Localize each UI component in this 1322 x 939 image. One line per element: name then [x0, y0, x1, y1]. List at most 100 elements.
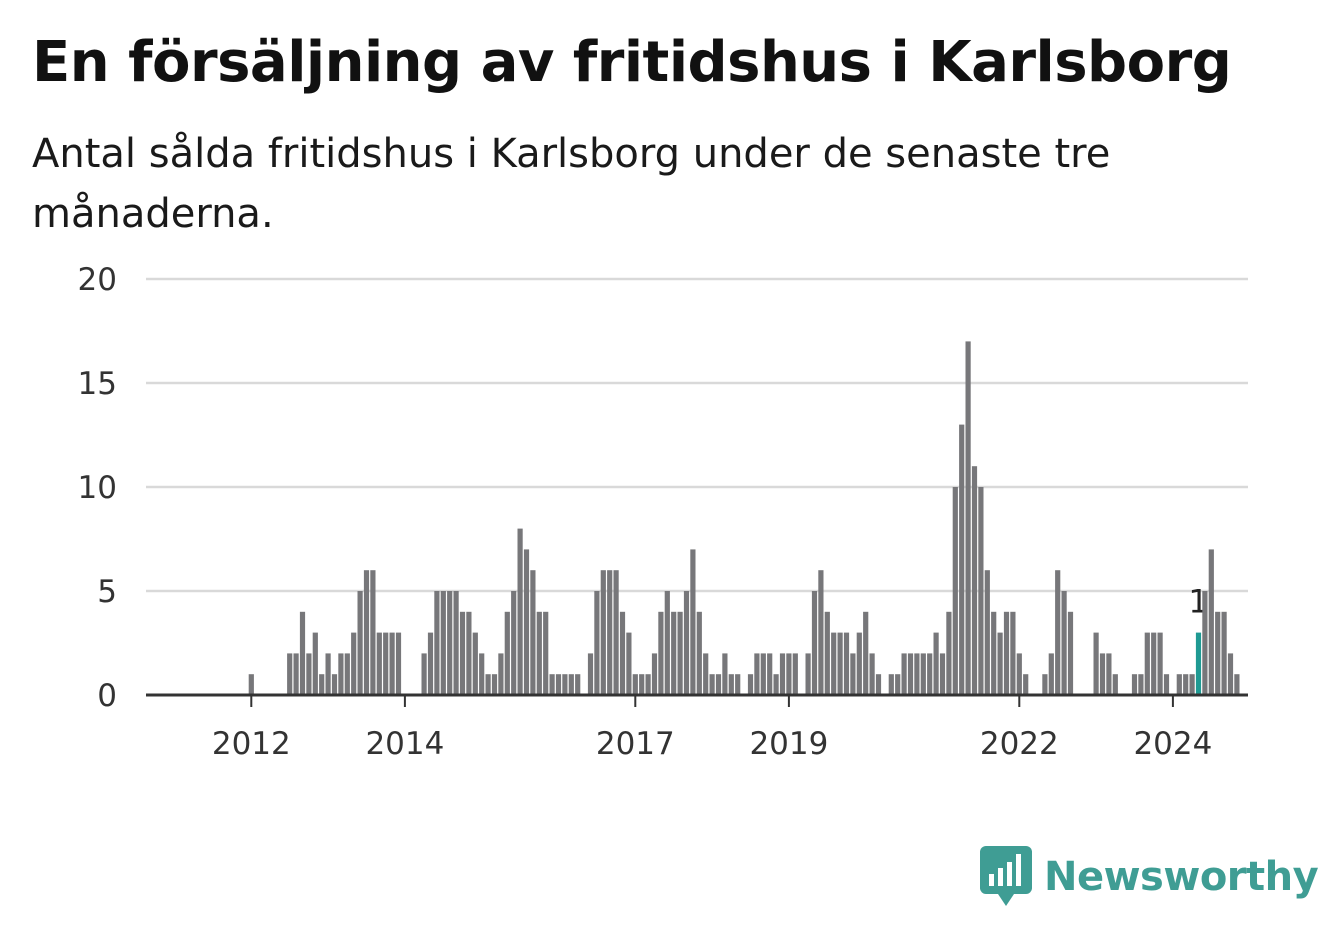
- bar: [671, 611, 677, 695]
- bar: [920, 653, 926, 695]
- bar: [895, 674, 901, 695]
- bar: [959, 424, 965, 695]
- bar: [319, 674, 325, 695]
- bar: [459, 611, 466, 695]
- bar: [344, 653, 350, 695]
- y-tick-label: 15: [78, 366, 117, 402]
- bar: [645, 674, 651, 695]
- bar: [1016, 653, 1022, 695]
- bar: [869, 653, 875, 695]
- bar: [773, 674, 779, 695]
- bar-chart: 1 0 5 10 15 20 2012 2014 2017 2019 2022 2024: [78, 262, 1248, 762]
- y-tick-label: 5: [97, 574, 117, 610]
- bar: [607, 570, 613, 695]
- bar: [248, 674, 254, 695]
- bar: [504, 611, 510, 695]
- bar: [696, 611, 702, 695]
- bar: [479, 653, 485, 695]
- bar: [351, 632, 357, 695]
- x-tick-label: 2022: [980, 726, 1059, 762]
- bar: [709, 674, 715, 695]
- bar: [466, 611, 472, 695]
- bar-highlighted: [1195, 632, 1202, 695]
- bar: [1189, 674, 1195, 695]
- bar: [984, 570, 990, 695]
- bar: [427, 632, 434, 695]
- bar: [293, 653, 299, 695]
- bar: [613, 570, 619, 695]
- bar: [472, 632, 478, 695]
- bar: [965, 341, 971, 695]
- bar: [888, 674, 894, 695]
- bar: [447, 591, 453, 695]
- bar: [325, 653, 331, 695]
- bar: [517, 528, 523, 695]
- y-tick-label: 10: [78, 470, 117, 506]
- bar: [690, 549, 696, 695]
- bar: [1099, 653, 1106, 695]
- bar: [1112, 674, 1118, 695]
- bar: [619, 611, 626, 695]
- bar: [434, 591, 440, 695]
- bar: [933, 632, 939, 695]
- gridlines: [146, 277, 1248, 593]
- bar: [1208, 549, 1214, 695]
- bar: [971, 466, 978, 695]
- axes: 0 5 10 15 20 2012 2014 2017 2019 2022 2024: [78, 262, 1248, 762]
- bar: [1067, 611, 1074, 695]
- brand: Newsworthy: [980, 846, 1319, 908]
- bar: [754, 653, 760, 695]
- bar: [747, 674, 754, 695]
- brand-name: Newsworthy: [1044, 854, 1319, 900]
- bar: [383, 632, 389, 695]
- bar: [1234, 674, 1240, 695]
- bar: [850, 653, 856, 695]
- bars: 1: [248, 341, 1240, 695]
- bar: [1215, 611, 1221, 695]
- bar: [760, 653, 766, 695]
- bar: [338, 653, 344, 695]
- bar: [1163, 674, 1170, 695]
- bar: [927, 653, 933, 695]
- bar: [530, 570, 536, 695]
- bar: [677, 611, 683, 695]
- bar: [536, 611, 542, 695]
- bar: [1176, 674, 1182, 695]
- bar: [1202, 591, 1208, 695]
- bar: [952, 487, 958, 695]
- bar: [831, 632, 837, 695]
- bar: [1048, 653, 1054, 695]
- newsworthy-logo-icon: [980, 846, 1032, 906]
- bar: [568, 674, 574, 695]
- bar: [376, 632, 382, 695]
- bar: [715, 674, 722, 695]
- bar: [299, 611, 306, 695]
- bar: [651, 653, 658, 695]
- bar: [991, 611, 997, 695]
- bar: [389, 632, 395, 695]
- bar: [779, 653, 786, 695]
- bar: [306, 653, 312, 695]
- bar: [594, 591, 600, 695]
- bar: [511, 591, 517, 695]
- bar: [587, 653, 594, 695]
- bar: [1227, 653, 1234, 695]
- x-tick-label: 2017: [596, 726, 675, 762]
- bar: [683, 591, 690, 695]
- bar: [856, 632, 862, 695]
- bar: [824, 611, 830, 695]
- bar: [811, 591, 818, 695]
- bar: [600, 570, 606, 695]
- bar: [1131, 674, 1138, 695]
- bar: [703, 653, 709, 695]
- bar: [363, 570, 370, 695]
- bar: [639, 674, 645, 695]
- bar: [312, 632, 318, 695]
- bar: [875, 674, 882, 695]
- chart-title: En försäljning av fritidshus i Karlsborg: [32, 30, 1232, 95]
- bar: [1106, 653, 1112, 695]
- bar: [837, 632, 843, 695]
- bar: [555, 674, 562, 695]
- chart-subtitle: Antal sålda fritidshus i Karlsborg under…: [32, 131, 1111, 237]
- bar: [498, 653, 504, 695]
